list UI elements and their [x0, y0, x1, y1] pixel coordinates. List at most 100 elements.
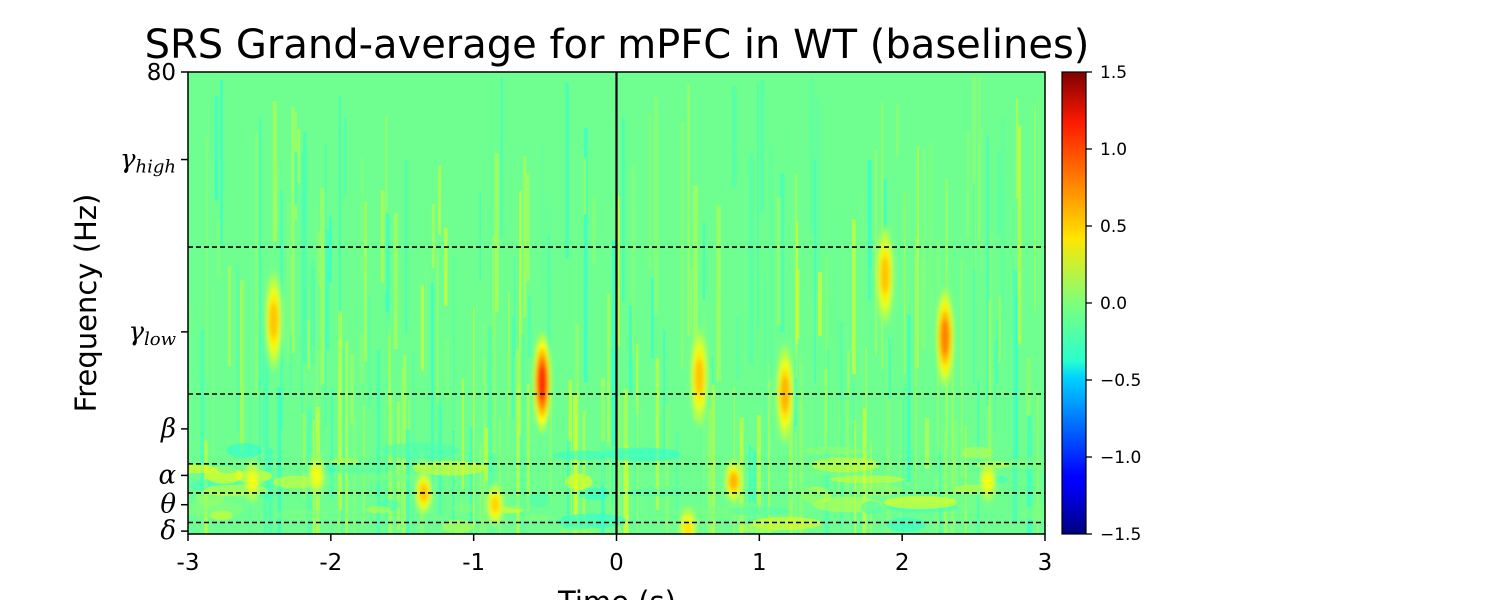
texture-streak — [1000, 187, 1005, 361]
texture-streak — [702, 222, 706, 300]
texture-patch — [528, 491, 551, 508]
texture-streak — [966, 132, 970, 238]
texture-streak — [360, 156, 365, 283]
texture-streak — [405, 159, 408, 334]
texture-streak — [763, 387, 767, 534]
texture-streak — [978, 77, 981, 251]
texture-streak — [438, 165, 441, 235]
texture-streak — [1006, 287, 1010, 446]
texture-streak — [922, 149, 926, 293]
texture-patch — [210, 510, 233, 521]
texture-streak — [886, 340, 891, 534]
colorbar-tick-label: 1.5 — [1100, 63, 1127, 83]
texture-streak — [789, 374, 793, 534]
texture-streak — [907, 314, 911, 482]
texture-patch — [811, 457, 880, 473]
heatmap-texture — [188, 75, 1045, 534]
texture-streak — [277, 386, 282, 534]
texture-streak — [1027, 415, 1032, 534]
texture-streak — [353, 418, 356, 534]
texture-streak — [526, 384, 530, 511]
texture-streak — [206, 137, 208, 377]
texture-streak — [929, 305, 932, 353]
hotspot — [683, 520, 693, 534]
texture-streak — [326, 230, 330, 350]
texture-streak — [732, 86, 737, 188]
texture-streak — [385, 291, 389, 534]
texture-streak — [1026, 358, 1031, 460]
texture-patch — [884, 495, 958, 510]
texture-streak — [960, 258, 963, 479]
texture-streak — [340, 346, 346, 534]
texture-streak — [847, 350, 850, 396]
x-tick-label: 3 — [1038, 550, 1053, 576]
texture-streak — [431, 204, 435, 268]
texture-streak — [520, 334, 525, 534]
plot-area — [188, 72, 1045, 534]
hotspot — [695, 359, 704, 396]
texture-streak — [541, 142, 545, 295]
texture-patch — [381, 442, 460, 459]
texture-streak — [809, 76, 814, 235]
texture-streak — [680, 122, 684, 370]
texture-streak — [527, 296, 532, 358]
texture-streak — [500, 76, 504, 238]
texture-streak — [711, 384, 715, 534]
colorbar-tick-label: 1.0 — [1100, 140, 1127, 160]
texture-streak — [903, 192, 906, 375]
texture-streak — [761, 255, 766, 428]
colorbar-tick-label: 0.5 — [1100, 217, 1127, 237]
texture-streak — [301, 153, 305, 413]
texture-streak — [989, 230, 993, 453]
texture-streak — [436, 247, 439, 404]
texture-patch — [517, 514, 552, 521]
texture-streak — [795, 173, 798, 378]
texture-streak — [385, 213, 390, 313]
texture-streak — [899, 400, 902, 534]
texture-streak — [748, 445, 752, 534]
texture-patch — [552, 450, 610, 460]
texture-streak — [617, 396, 621, 534]
texture-patch — [578, 487, 611, 500]
x-tick-label: -3 — [177, 550, 200, 576]
texture-streak — [408, 397, 411, 451]
texture-streak — [452, 255, 455, 431]
texture-streak — [757, 83, 759, 328]
texture-streak — [941, 426, 946, 497]
texture-streak — [601, 416, 604, 484]
texture-streak — [861, 187, 864, 408]
texture-streak — [573, 141, 578, 414]
texture-streak — [484, 428, 489, 482]
texture-streak — [214, 106, 219, 153]
texture-streak — [883, 179, 887, 254]
texture-streak — [255, 133, 258, 398]
texture-streak — [655, 358, 660, 510]
texture-streak — [389, 391, 393, 534]
texture-streak — [523, 155, 527, 318]
texture-streak — [972, 75, 976, 271]
texture-streak — [799, 362, 803, 534]
texture-streak — [482, 237, 487, 359]
texture-streak — [949, 358, 951, 461]
texture-streak — [402, 260, 405, 381]
texture-streak — [387, 336, 391, 534]
texture-streak — [473, 307, 475, 534]
texture-streak — [752, 450, 757, 534]
texture-streak — [921, 258, 926, 350]
texture-streak — [329, 216, 332, 283]
texture-streak — [996, 319, 999, 383]
texture-streak — [367, 294, 371, 408]
texture-streak — [324, 328, 327, 426]
texture-streak — [1015, 98, 1019, 199]
texture-patch — [442, 519, 474, 534]
texture-patch — [954, 493, 978, 510]
texture-patch — [273, 475, 318, 489]
texture-patch — [560, 517, 593, 530]
texture-patch — [565, 473, 593, 490]
texture-streak — [843, 259, 846, 323]
texture-patch — [330, 458, 360, 465]
y-tick-label: α — [158, 460, 176, 490]
chart-title: SRS Grand-average for mPFC in WT (baseli… — [145, 22, 1090, 68]
texture-streak — [194, 231, 196, 377]
texture-streak — [317, 231, 321, 286]
